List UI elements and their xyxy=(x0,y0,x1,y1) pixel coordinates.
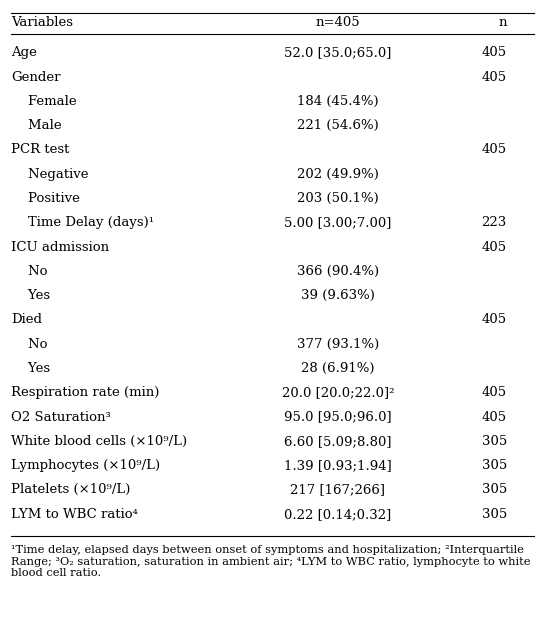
Text: n=405: n=405 xyxy=(316,16,360,29)
Text: Variables: Variables xyxy=(11,16,73,29)
Text: 202 (49.9%): 202 (49.9%) xyxy=(297,167,379,181)
Text: Negative: Negative xyxy=(11,167,88,181)
Text: O2 Saturation³: O2 Saturation³ xyxy=(11,410,111,424)
Text: Lymphocytes (×10⁹/L): Lymphocytes (×10⁹/L) xyxy=(11,459,160,472)
Text: ICU admission: ICU admission xyxy=(11,241,109,254)
Text: PCR test: PCR test xyxy=(11,144,69,157)
Text: LYM to WBC ratio⁴: LYM to WBC ratio⁴ xyxy=(11,507,138,521)
Text: 405: 405 xyxy=(482,313,507,327)
Text: Male: Male xyxy=(11,119,62,132)
Text: 0.22 [0.14;0.32]: 0.22 [0.14;0.32] xyxy=(284,507,391,521)
Text: 52.0 [35.0;65.0]: 52.0 [35.0;65.0] xyxy=(284,47,392,59)
Text: 217 [167;266]: 217 [167;266] xyxy=(290,483,385,497)
Text: 5.00 [3.00;7.00]: 5.00 [3.00;7.00] xyxy=(284,216,392,229)
Text: 405: 405 xyxy=(482,47,507,59)
Text: 366 (90.4%): 366 (90.4%) xyxy=(297,265,379,278)
Text: 221 (54.6%): 221 (54.6%) xyxy=(297,119,379,132)
Text: Platelets (×10⁹/L): Platelets (×10⁹/L) xyxy=(11,483,130,497)
Text: 405: 405 xyxy=(482,386,507,399)
Text: 184 (45.4%): 184 (45.4%) xyxy=(297,95,379,108)
Text: 20.0 [20.0;22.0]²: 20.0 [20.0;22.0]² xyxy=(282,386,394,399)
Text: No: No xyxy=(11,265,47,278)
Text: 405: 405 xyxy=(482,144,507,157)
Text: 28 (6.91%): 28 (6.91%) xyxy=(301,362,374,375)
Text: ¹Time delay, elapsed days between onset of symptoms and hospitalization; ²Interq: ¹Time delay, elapsed days between onset … xyxy=(11,545,530,578)
Text: Yes: Yes xyxy=(11,362,50,375)
Text: 377 (93.1%): 377 (93.1%) xyxy=(297,337,379,351)
Text: Yes: Yes xyxy=(11,289,50,302)
Text: Positive: Positive xyxy=(11,192,80,205)
Text: Died: Died xyxy=(11,313,42,327)
Text: n: n xyxy=(498,16,507,29)
Text: Gender: Gender xyxy=(11,71,60,84)
Text: No: No xyxy=(11,337,47,351)
Text: 305: 305 xyxy=(482,435,507,448)
Text: 305: 305 xyxy=(482,483,507,497)
Text: 305: 305 xyxy=(482,459,507,472)
Text: 1.39 [0.93;1.94]: 1.39 [0.93;1.94] xyxy=(284,459,392,472)
Text: 405: 405 xyxy=(482,410,507,424)
Text: 405: 405 xyxy=(482,71,507,84)
Text: Female: Female xyxy=(11,95,76,108)
Text: 203 (50.1%): 203 (50.1%) xyxy=(297,192,379,205)
Text: Time Delay (days)¹: Time Delay (days)¹ xyxy=(11,216,154,229)
Text: 223: 223 xyxy=(482,216,507,229)
Text: 95.0 [95.0;96.0]: 95.0 [95.0;96.0] xyxy=(284,410,392,424)
Text: Respiration rate (min): Respiration rate (min) xyxy=(11,386,159,399)
Text: Age: Age xyxy=(11,47,37,59)
Text: 305: 305 xyxy=(482,507,507,521)
Text: 39 (9.63%): 39 (9.63%) xyxy=(301,289,375,302)
Text: White blood cells (×10⁹/L): White blood cells (×10⁹/L) xyxy=(11,435,187,448)
Text: 405: 405 xyxy=(482,241,507,254)
Text: 6.60 [5.09;8.80]: 6.60 [5.09;8.80] xyxy=(284,435,392,448)
